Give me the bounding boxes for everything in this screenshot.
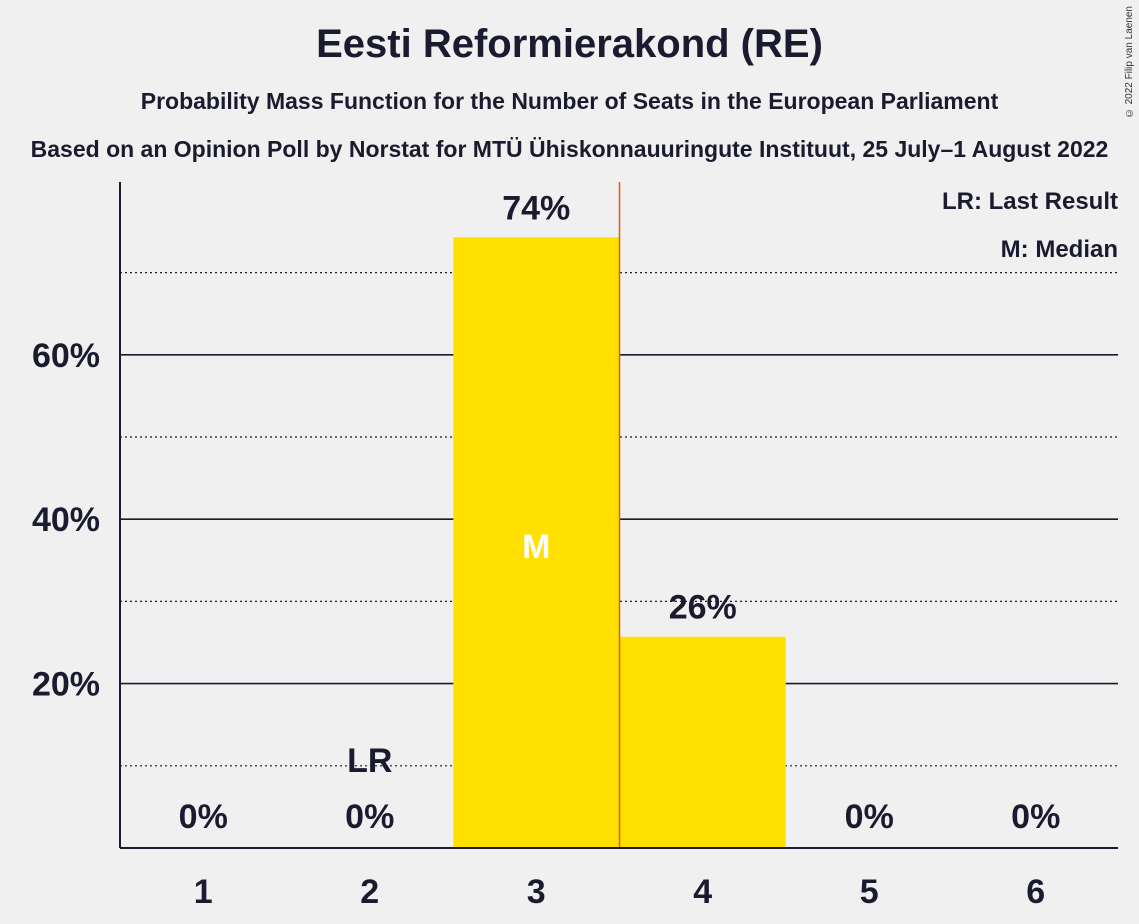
y-tick-label: 60%: [32, 337, 100, 375]
legend-median: M: Median: [1001, 236, 1118, 263]
bars: [453, 182, 786, 848]
data-label: 0%: [1011, 798, 1060, 836]
x-tick-label: 2: [360, 873, 379, 911]
chart-source-line: Based on an Opinion Poll by Norstat for …: [30, 136, 1109, 162]
last-result-marker: LR: [347, 742, 392, 780]
bar-3: [453, 237, 620, 848]
data-label: 0%: [845, 798, 894, 836]
y-tick-label: 40%: [32, 501, 100, 539]
data-label: 74%: [502, 189, 570, 227]
x-tick-label: 6: [1026, 873, 1045, 911]
chart-subtitle: Probability Mass Function for the Number…: [140, 88, 999, 114]
axes: 20% 40% 60% 1 2 3 4 5 6: [32, 182, 1118, 911]
chart-title: Eesti Reformierakond (RE): [316, 22, 823, 66]
y-tick-label: 20%: [32, 666, 100, 704]
x-tick-label: 4: [693, 873, 712, 911]
x-tick-label: 3: [527, 873, 546, 911]
data-label: 0%: [345, 798, 394, 836]
data-label: 0%: [179, 798, 228, 836]
bar-4: [619, 636, 786, 848]
data-label: 26%: [669, 589, 737, 627]
median-marker: M: [522, 528, 550, 566]
x-tick-label: 5: [860, 873, 879, 911]
x-tick-label: 1: [194, 873, 213, 911]
legend-last-result: LR: Last Result: [942, 188, 1118, 215]
data-labels: 0% 0% 74% 26% 0% 0% M LR: [179, 189, 1061, 836]
